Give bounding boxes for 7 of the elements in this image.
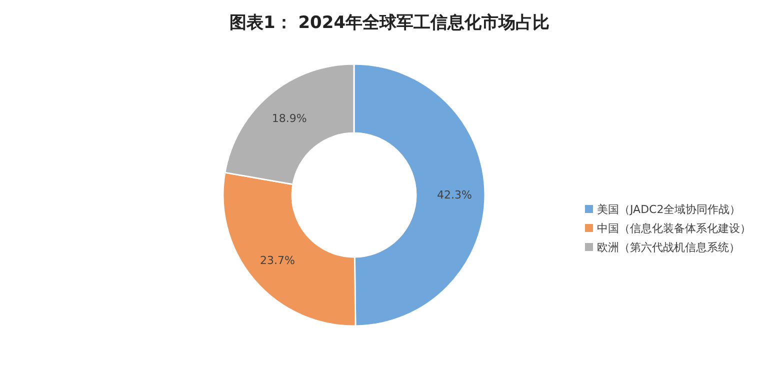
legend-label: 欧洲（第六代战机信息系统）: [597, 241, 740, 254]
data-label: 18.9%: [272, 112, 307, 126]
data-label: 23.7%: [260, 254, 295, 268]
legend-label: 中国（信息化装备体系化建设）: [597, 222, 751, 235]
chart-title: 图表1： 2024年全球军工信息化市场占比: [229, 13, 550, 33]
data-label: 42.3%: [437, 188, 472, 202]
legend-label: 美国（JADC2全域协同作战）: [597, 203, 741, 216]
